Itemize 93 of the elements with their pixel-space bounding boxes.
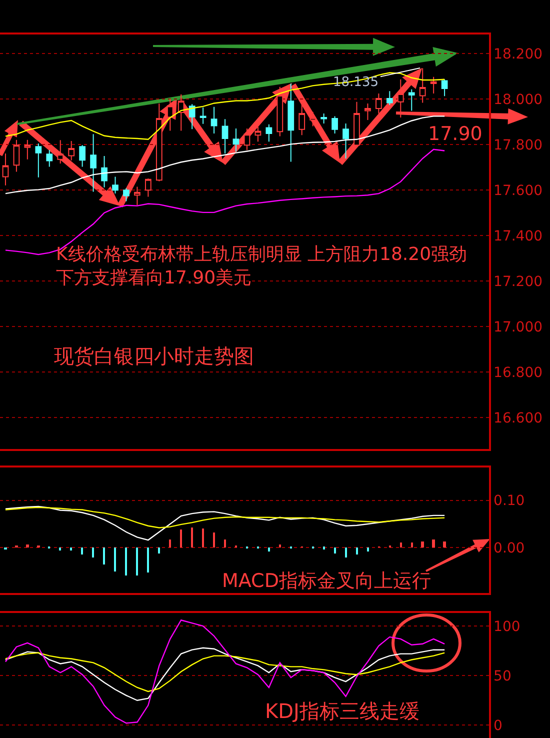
candlestick <box>90 134 96 192</box>
candlestick <box>441 78 448 97</box>
bar <box>421 542 424 548</box>
bar <box>443 542 446 548</box>
bar <box>213 532 215 548</box>
candlestick <box>35 142 42 178</box>
candlestick <box>386 90 393 106</box>
y-tick-label: 50 <box>494 668 512 684</box>
candlestick <box>200 107 206 124</box>
candlestick <box>232 128 240 152</box>
candlestick <box>101 156 108 188</box>
bar <box>279 544 281 548</box>
candlestick <box>342 122 349 160</box>
line-series <box>4 506 446 528</box>
candlestick <box>332 116 338 134</box>
bar <box>356 548 358 555</box>
candlestick <box>210 106 218 134</box>
y-tick-label: 0.00 <box>494 540 525 557</box>
candlestick <box>298 102 306 136</box>
candlestick <box>222 118 228 154</box>
bar <box>81 548 83 555</box>
bar <box>191 528 193 548</box>
bar <box>169 540 171 548</box>
y-tick-label: 100 <box>494 618 520 635</box>
line-series <box>4 647 446 701</box>
bar <box>367 548 369 552</box>
annotation: 17.90 <box>428 123 482 145</box>
bar <box>400 542 402 548</box>
bar <box>59 548 61 551</box>
bar <box>224 540 226 548</box>
candlestick <box>276 86 284 137</box>
y-tick-label: 17.800 <box>494 137 543 154</box>
bar <box>432 540 435 548</box>
bar <box>114 548 116 572</box>
candlestick <box>376 92 382 114</box>
candlestick <box>288 82 294 162</box>
candlestick <box>419 68 426 104</box>
candlestick <box>310 111 316 127</box>
y-tick-label: 16.800 <box>494 364 543 381</box>
annotation: KDJ指标三线走缓 <box>265 699 420 723</box>
annotation: K线价格受布林带上轨压制明显 上方阻力18.20强劲下方支撑看向17.90美元 <box>56 244 468 288</box>
candlestick <box>408 88 415 112</box>
y-tick-label: 18.200 <box>494 46 543 62</box>
bar <box>147 548 149 573</box>
y-tick-label: 17.000 <box>494 319 543 336</box>
candlestick <box>57 140 64 164</box>
candlestick <box>430 76 437 94</box>
candlestick <box>354 101 360 148</box>
candlestick <box>123 188 130 202</box>
bar <box>125 548 127 576</box>
candlestick <box>244 128 250 151</box>
annotation: 现货白银四小时走势图 <box>54 344 254 368</box>
candlestick <box>156 102 162 182</box>
candlestick <box>188 104 196 130</box>
y-tick-label: 17.600 <box>494 182 543 199</box>
y-tick-label: 18.000 <box>494 92 543 108</box>
line-series <box>4 620 446 724</box>
bar <box>136 548 138 576</box>
bar <box>92 548 94 558</box>
bar <box>345 548 347 558</box>
bar <box>334 548 336 554</box>
bar <box>202 528 204 548</box>
y-tick-label: 16.600 <box>494 410 543 426</box>
line-series <box>4 506 446 541</box>
bar <box>268 548 270 552</box>
candlestick <box>13 139 20 172</box>
candlestick <box>266 124 272 142</box>
candlestick <box>144 178 152 198</box>
candlestick <box>364 102 371 121</box>
candlestick <box>178 94 184 132</box>
bar <box>103 548 105 565</box>
candlestick <box>254 126 262 142</box>
candlestick <box>134 186 140 206</box>
bar <box>180 530 182 548</box>
y-tick-label: 0.10 <box>494 493 525 510</box>
candlestick <box>68 140 75 161</box>
candlestick <box>24 139 31 160</box>
annotation: MACD指标金叉向上运行 <box>222 570 431 592</box>
bar <box>70 548 72 551</box>
candlestick <box>397 78 404 118</box>
y-tick-label: 17.200 <box>494 274 543 290</box>
line-series <box>4 652 446 692</box>
candlestick <box>79 144 86 168</box>
bar <box>158 548 160 554</box>
candlestick <box>112 176 118 194</box>
bar <box>411 542 413 548</box>
bar <box>323 546 325 550</box>
candlestick <box>46 150 53 168</box>
y-tick-label: 0 <box>494 718 502 734</box>
bar <box>26 544 29 548</box>
y-tick-label: 17.400 <box>494 228 543 244</box>
candlestick <box>166 98 174 132</box>
candlestick <box>320 112 327 124</box>
